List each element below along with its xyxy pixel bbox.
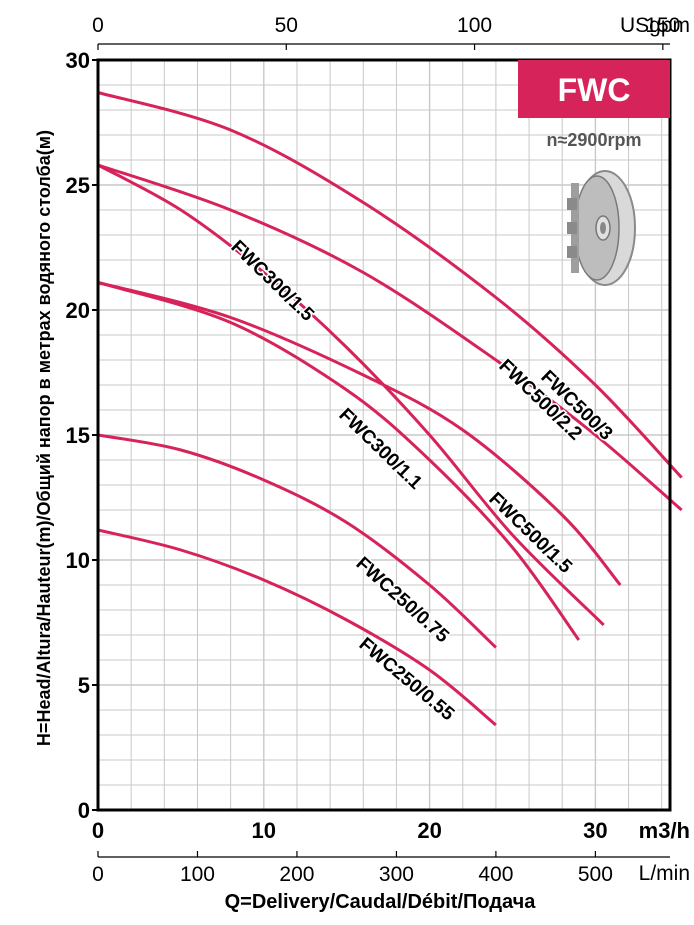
y-tick-label: 15 [66, 423, 90, 448]
series-line-fwc500-2-2 [97, 163, 683, 512]
series-badge [518, 60, 670, 118]
y-tick-label: 0 [78, 798, 90, 823]
x-unit-label: m3/h [639, 818, 690, 843]
series-line-fwc500-1-5 [97, 281, 622, 586]
series-line-fwc300-1-1 [97, 281, 581, 641]
usgpm-tick-label: 100 [457, 14, 492, 37]
x-tick-label: 30 [583, 818, 607, 843]
impeller-icon [567, 170, 636, 286]
lmin-unit-label: L/min [639, 862, 690, 885]
usgpm-tick-label: 0 [92, 14, 104, 37]
series-label: FWC250/0.75 [352, 553, 453, 647]
y-tick-label: 20 [66, 298, 90, 323]
y-tick-label: 5 [78, 673, 90, 698]
lmin-tick-label: 500 [578, 863, 613, 886]
y-axis-title: H=Head/Altura/Hauteur(m)/Общий напор в м… [34, 130, 54, 746]
lmin-tick-label: 300 [379, 863, 414, 886]
x-axis-title: Q=Delivery/Caudal/Débit/Подача [225, 891, 537, 913]
lmin-tick-label: 100 [180, 863, 215, 886]
chart-subtitle: n≈2900rpm [547, 130, 642, 150]
usgpm-tick-label: 50 [275, 14, 298, 37]
y-tick-label: 30 [66, 48, 90, 73]
x-tick-label: 10 [252, 818, 276, 843]
x-tick-label: 0 [92, 818, 104, 843]
lmin-tick-label: 400 [478, 863, 513, 886]
grid [98, 60, 670, 810]
series-line-fwc300-1-5 [97, 163, 605, 627]
series-line-fwc250-0-55 [97, 528, 497, 727]
x-tick-label: 20 [417, 818, 441, 843]
chart-title: FWC [558, 72, 631, 108]
y-tick-label: 25 [66, 173, 90, 198]
lmin-tick-label: 0 [92, 863, 104, 886]
usgpm-unit-label: USgpm [620, 14, 690, 37]
lmin-tick-label: 200 [279, 863, 314, 886]
usgpm-tick-label: 150 [645, 14, 680, 37]
y-tick-label: 10 [66, 548, 90, 573]
series-label: FWC300/1.5 [227, 236, 319, 325]
series-line-fwc250-0-75 [97, 433, 497, 649]
series-line-fwc500-3 [97, 91, 683, 479]
curves [97, 91, 683, 727]
